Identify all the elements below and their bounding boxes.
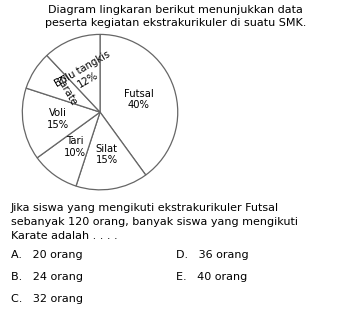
- Wedge shape: [76, 112, 146, 190]
- Wedge shape: [22, 88, 100, 158]
- Text: Bulu tangkis
12%: Bulu tangkis 12%: [53, 50, 118, 99]
- Text: C.   32 orang: C. 32 orang: [11, 294, 82, 305]
- Text: Jika siswa yang mengikuti ekstrakurikuler Futsal: Jika siswa yang mengikuti ekstrakurikule…: [11, 203, 279, 213]
- Text: Voli
15%: Voli 15%: [47, 108, 69, 130]
- Text: Futsal
40%: Futsal 40%: [124, 89, 153, 111]
- Wedge shape: [47, 34, 100, 112]
- Text: Karate: Karate: [53, 74, 78, 107]
- Text: Silat
15%: Silat 15%: [96, 144, 118, 165]
- Text: A.   20 orang: A. 20 orang: [11, 250, 82, 260]
- Text: D.   36 orang: D. 36 orang: [176, 250, 248, 260]
- Text: peserta kegiatan ekstrakurikuler di suatu SMK.: peserta kegiatan ekstrakurikuler di suat…: [45, 18, 306, 28]
- Text: Tari
10%: Tari 10%: [64, 136, 86, 158]
- Text: sebanyak 120 orang, banyak siswa yang mengikuti: sebanyak 120 orang, banyak siswa yang me…: [11, 217, 298, 227]
- Text: Karate adalah . . . .: Karate adalah . . . .: [11, 231, 117, 241]
- Wedge shape: [100, 34, 178, 175]
- Wedge shape: [37, 112, 100, 186]
- Wedge shape: [26, 56, 100, 112]
- Text: E.   40 orang: E. 40 orang: [176, 272, 247, 282]
- Text: Diagram lingkaran berikut menunjukkan data: Diagram lingkaran berikut menunjukkan da…: [48, 5, 303, 15]
- Text: B.   24 orang: B. 24 orang: [11, 272, 82, 282]
